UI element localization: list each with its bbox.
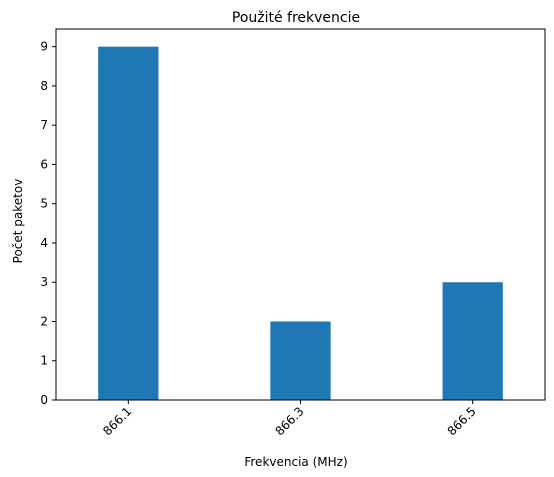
y-tick-label-4: 4 xyxy=(40,236,48,250)
y-tick-label-0: 0 xyxy=(40,393,48,407)
y-tick-label-1: 1 xyxy=(40,354,48,368)
bar-866.3 xyxy=(270,321,331,400)
y-tick-label-2: 2 xyxy=(40,314,48,328)
y-axis-label: Počet paketov xyxy=(11,179,25,264)
y-tick-label-8: 8 xyxy=(40,79,48,93)
y-tick-label-5: 5 xyxy=(40,197,48,211)
x-tick-label-866.5: 866.5 xyxy=(445,404,479,438)
y-tick-label-9: 9 xyxy=(40,40,48,54)
plot-area: 0 1 2 3 4 5 6 7 8 9 866.1 866.3 866.5 xyxy=(40,28,546,438)
x-tick-label-866.3: 866.3 xyxy=(272,404,306,438)
x-tick-label-866.1: 866.1 xyxy=(100,404,134,438)
y-tick-label-7: 7 xyxy=(40,118,48,132)
bar-866.5 xyxy=(442,282,503,400)
chart-title: Použité frekvencie xyxy=(232,10,360,26)
y-tick-label-6: 6 xyxy=(40,157,48,171)
bar-866.1 xyxy=(98,46,159,401)
x-axis-label: Frekvencia (MHz) xyxy=(244,455,347,469)
y-tick-label-3: 3 xyxy=(40,275,48,289)
